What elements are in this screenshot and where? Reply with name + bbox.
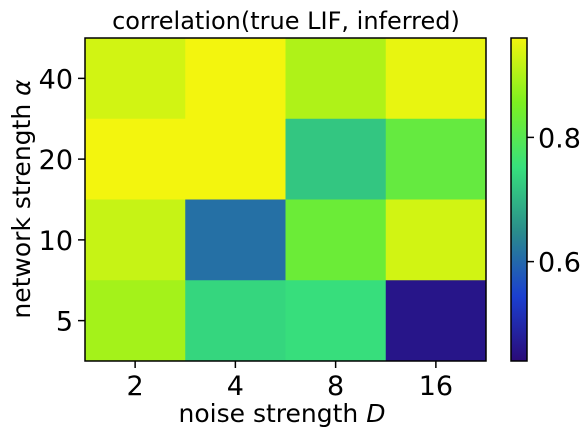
colorbar-ticks: 0.6 0.8 [527, 123, 581, 279]
x-axis-label: noise strength D [179, 399, 386, 428]
colorbar [511, 38, 527, 361]
plot-frame [84, 37, 487, 362]
y-ticks: 40 20 10 5 [39, 64, 85, 338]
heatmap-cell-20-2 [85, 118, 186, 200]
y-tick-label: 10 [39, 226, 73, 257]
y-axis-label: network strength α [7, 79, 36, 319]
heatmap-cell-5-2 [85, 280, 186, 362]
heatmap-cell-5-8 [285, 280, 387, 362]
x-ticks: 2 4 8 16 [127, 361, 453, 402]
heatmap-cell-10-2 [85, 199, 186, 281]
heatmap-cell-40-4 [185, 38, 286, 120]
x-tick-label: 16 [419, 371, 453, 402]
heatmap-cell-5-16 [385, 280, 487, 362]
chart-title: correlation(true LIF, inferred) [112, 7, 460, 35]
heatmap-cell-20-4 [185, 118, 286, 200]
heatmap-cells [85, 38, 487, 362]
colorbar-frame [510, 37, 528, 362]
x-tick-label: 8 [327, 371, 344, 402]
heatmap-cell-40-16 [385, 38, 487, 120]
colorbar-tick-label: 0.8 [538, 123, 581, 154]
y-tick-label: 20 [39, 145, 73, 176]
heatmap-cell-10-8 [285, 199, 387, 281]
y-tick-label: 5 [56, 307, 73, 338]
heatmap-cell-10-16 [385, 199, 487, 281]
colorbar-tick-label: 0.6 [538, 248, 581, 279]
heatmap-cell-40-2 [85, 38, 186, 120]
x-tick-label: 4 [227, 371, 244, 402]
heatmap-cell-20-8 [285, 118, 387, 200]
heatmap-cell-40-8 [285, 38, 387, 120]
heatmap-cell-5-4 [185, 280, 286, 362]
heatmap-cell-20-16 [385, 118, 487, 200]
heatmap-cell-10-4 [185, 199, 286, 281]
x-tick-label: 2 [127, 371, 144, 402]
y-tick-label: 40 [39, 64, 73, 95]
